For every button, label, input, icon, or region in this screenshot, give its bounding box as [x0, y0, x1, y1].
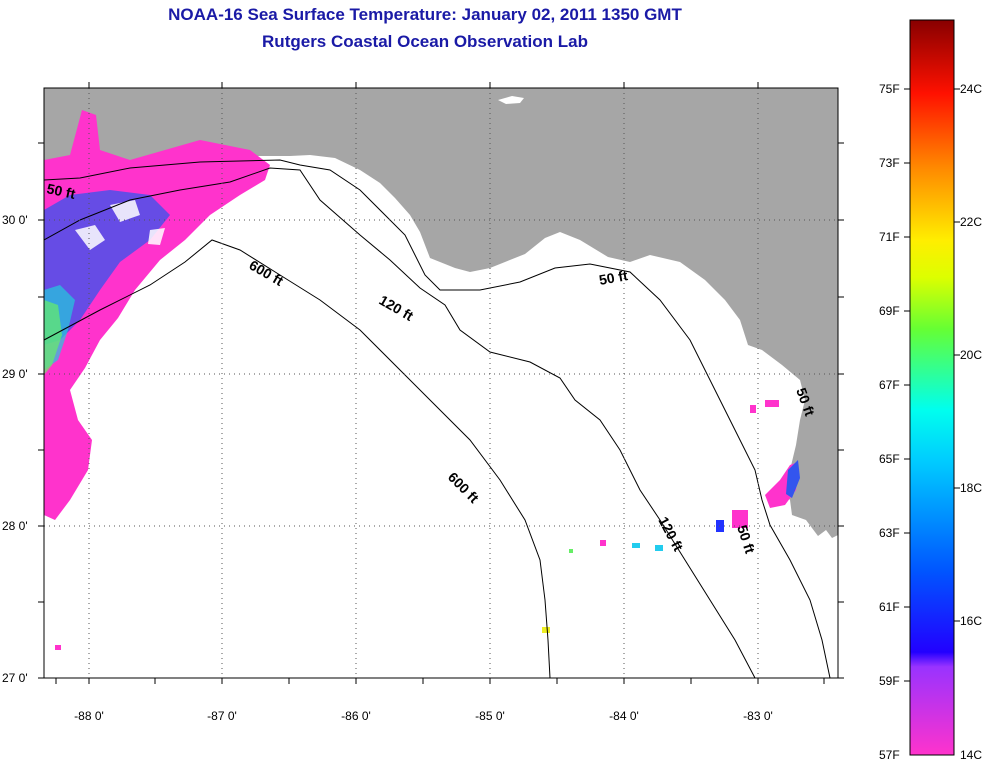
- sst-spot-10: [55, 645, 61, 650]
- lat-label-30: 30 0': [2, 213, 28, 227]
- lon-label-85: -85 0': [475, 709, 505, 723]
- inland-lake: [498, 96, 524, 104]
- colorbar-ticks: [904, 88, 960, 682]
- lon-label-83: -83 0': [743, 709, 773, 723]
- contour-label-50ft-mid: 50 ft: [598, 267, 629, 288]
- cb-label-57f: 57F: [879, 748, 900, 762]
- map-frame: [43, 87, 839, 679]
- cb-label-75f: 75F: [879, 82, 900, 96]
- lon-label-88: -88 0': [74, 709, 104, 723]
- title-line-2: Rutgers Coastal Ocean Observation Lab: [262, 32, 588, 51]
- colorbar: [909, 19, 955, 756]
- lon-label-86: -86 0': [341, 709, 371, 723]
- cb-label-67f: 67F: [879, 378, 900, 392]
- cb-label-63f: 63F: [879, 526, 900, 540]
- sst-spot-1: [732, 510, 748, 528]
- cb-label-61f: 61F: [879, 600, 900, 614]
- lat-label-27: 27 0': [2, 671, 28, 685]
- contour-600ft: [44, 239, 551, 678]
- lat-label-29: 29 0': [2, 367, 28, 381]
- sst-white-gaps: [75, 200, 165, 250]
- sst-spot-4: [750, 405, 756, 413]
- contour-120ft: [44, 167, 756, 678]
- sst-spot-5: [632, 543, 640, 548]
- cb-label-24c: 24C: [960, 82, 982, 96]
- title-line-1: NOAA-16 Sea Surface Temperature: January…: [168, 5, 682, 24]
- sst-spot-2: [716, 520, 724, 532]
- cb-label-22c: 22C: [960, 215, 982, 229]
- cb-label-59f: 59F: [879, 674, 900, 688]
- sst-spot-6: [655, 545, 663, 551]
- sst-spot-7: [600, 540, 606, 546]
- sst-green-patch: [44, 300, 62, 375]
- cb-label-14c: 14C: [960, 748, 982, 762]
- graticule: [44, 88, 838, 678]
- cb-label-71f: 71F: [879, 230, 900, 244]
- lon-label-87: -87 0': [207, 709, 237, 723]
- sst-blue-east: [786, 460, 800, 498]
- axis-ticks: [38, 82, 844, 684]
- lat-label-28: 28 0': [2, 519, 28, 533]
- cb-label-18c: 18C: [960, 481, 982, 495]
- cb-label-16c: 16C: [960, 614, 982, 628]
- cb-label-20c: 20C: [960, 348, 982, 362]
- sst-spot-3: [765, 400, 779, 407]
- contour-label-50ft-west: 50 ft: [45, 180, 77, 202]
- cb-label-69f: 69F: [879, 304, 900, 318]
- lon-label-84: -84 0': [609, 709, 639, 723]
- cb-label-65f: 65F: [879, 452, 900, 466]
- sst-spot-9: [569, 549, 573, 553]
- sst-blue-patch: [44, 190, 170, 345]
- cb-label-73f: 73F: [879, 156, 900, 170]
- land-area: [44, 88, 838, 538]
- sst-spot-8: [542, 627, 550, 633]
- contour-50ft: [44, 159, 831, 678]
